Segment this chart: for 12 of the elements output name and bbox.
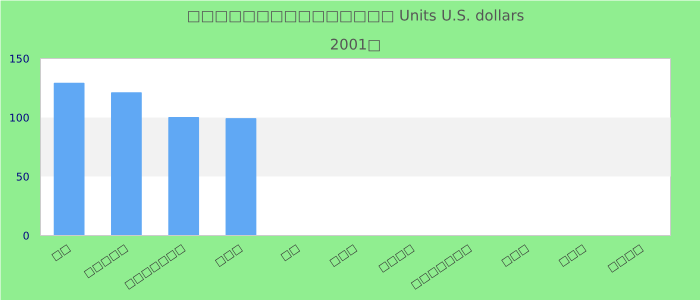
x-tick-label: □□ <box>48 241 73 264</box>
chart-title: □□□□□□□□□□□□□□□ Units U.S. dollars <box>186 8 524 24</box>
y-tick-label: 50 <box>16 170 30 184</box>
y-tick-label: 0 <box>22 230 30 242</box>
y-tick-label: 100 <box>9 112 30 124</box>
bar <box>168 117 200 236</box>
bar <box>226 118 256 236</box>
y-tick-label: 150 <box>9 52 30 66</box>
bar <box>54 82 85 236</box>
chart-subtitle: 2001□ <box>330 36 382 54</box>
x-tick-label: □□ <box>278 241 302 264</box>
bar <box>111 92 142 236</box>
